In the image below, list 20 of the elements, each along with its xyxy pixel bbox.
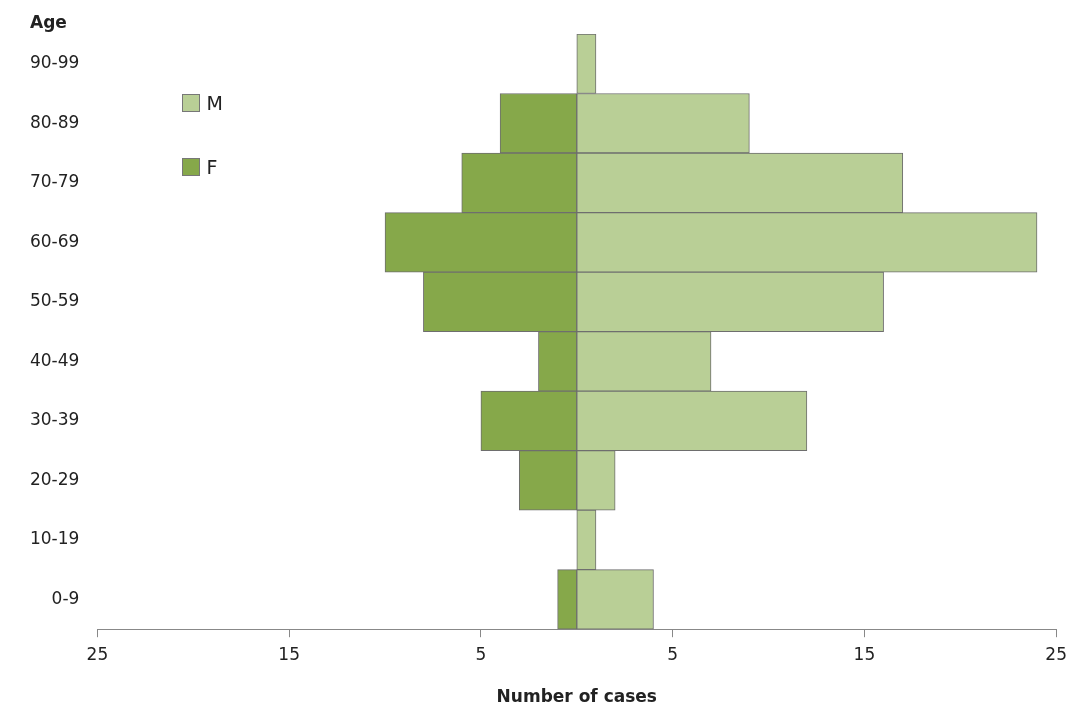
legend-label: M — [206, 92, 223, 114]
y-tick-label: 50-59 — [29, 290, 80, 311]
y-axis-title: Age — [30, 12, 67, 33]
x-tick-label: 5 — [667, 643, 679, 664]
y-tick-label: 60-69 — [29, 230, 80, 251]
x-tick-label: 5 — [475, 643, 487, 664]
y-tick-label: 30-39 — [29, 409, 80, 430]
x-tick-label: 15 — [278, 643, 300, 664]
x-axis-title: Number of cases — [496, 686, 657, 707]
y-tick-label: 0-9 — [51, 587, 80, 608]
y-tick-label: 70-79 — [29, 171, 80, 192]
x-tick-label: 25 — [1045, 643, 1067, 664]
x-tick-label: 25 — [86, 643, 109, 664]
y-tick-label: 40-49 — [29, 349, 80, 370]
y-tick-label: 90-99 — [29, 52, 80, 73]
y-tick-label: 10-19 — [29, 528, 80, 549]
x-tick-label: 15 — [853, 643, 876, 664]
legend-label: F — [206, 156, 218, 178]
y-tick-label: 20-29 — [29, 468, 80, 489]
y-tick-label: 80-89 — [29, 111, 80, 132]
